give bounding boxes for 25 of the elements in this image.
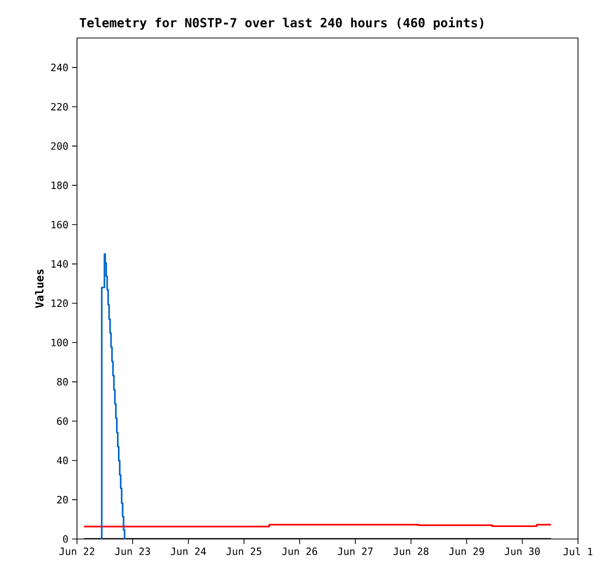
x-tick-label: Jun 22 bbox=[59, 548, 94, 556]
y-tick-label: 220 bbox=[51, 102, 68, 111]
x-tick-label: Jun 23 bbox=[115, 548, 150, 556]
x-tick-label: Jun 29 bbox=[449, 548, 484, 556]
y-tick-label: 100 bbox=[52, 338, 68, 346]
y-tick-label: 160 bbox=[52, 220, 68, 228]
x-tick-label: Jul 1 bbox=[563, 548, 592, 556]
y-tick-label: 200 bbox=[51, 142, 68, 150]
x-tick-label: Jun 28 bbox=[393, 548, 428, 556]
y-tick-label: 40 bbox=[56, 456, 68, 464]
y-axis-title: Values bbox=[35, 270, 44, 308]
y-tick-label: 20 bbox=[57, 496, 68, 504]
y-tick-label: 180 bbox=[52, 182, 68, 190]
y-tick-label: 0 bbox=[63, 535, 68, 543]
y-tick-label: 80 bbox=[57, 378, 68, 386]
x-tick-label: Jun 26 bbox=[282, 548, 318, 556]
chart-title: Telemetry for N0STP-7 over last 240 hours (460 points) bbox=[80, 17, 484, 30]
x-tick-label: Jun 25 bbox=[226, 548, 262, 556]
y-tick-label: 140 bbox=[52, 260, 68, 268]
x-tick-label: Jun 24 bbox=[170, 548, 206, 556]
y-tick-label: 120 bbox=[52, 299, 68, 307]
y-tick-label: 60 bbox=[57, 417, 68, 425]
y-tick-label: 240 bbox=[51, 64, 68, 72]
x-tick-label: Jun 30 bbox=[504, 548, 540, 556]
x-tick-label: Jun 27 bbox=[338, 548, 373, 556]
